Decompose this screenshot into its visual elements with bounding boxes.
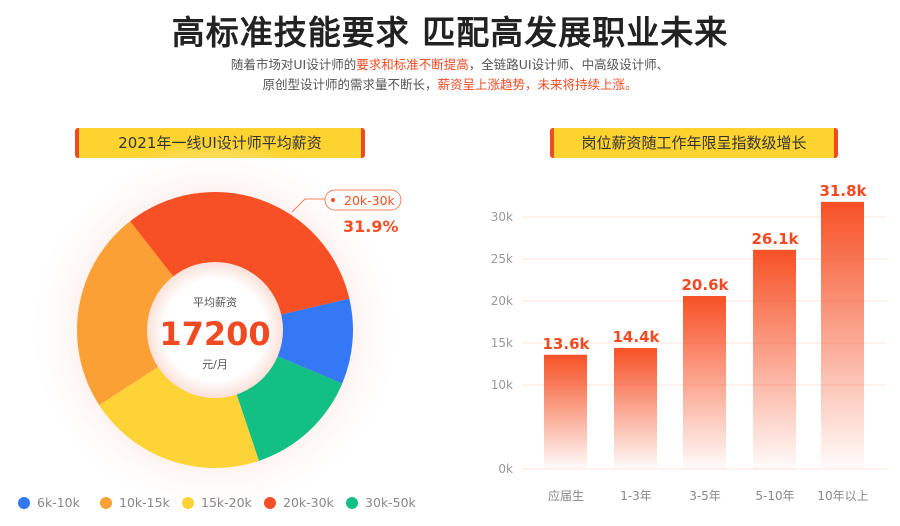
bar-应届生[interactable]: [544, 354, 587, 469]
pie-slice-10k-15k[interactable]: [77, 221, 216, 406]
legend-label: 10k-15k: [119, 495, 170, 510]
x-tick-label: 10年以上: [817, 489, 868, 503]
bar-value-label: 13.6k: [543, 335, 591, 353]
subtitle-line-1: 随着市场对UI设计师的要求和标准不断提高，全链路UI设计师、中高级设计师、: [0, 54, 900, 73]
y-tick-label: 0k: [498, 462, 513, 476]
subtitle-line-2: 原创型设计师的需求量不断长，薪资呈上涨趋势，未来将持续上涨。: [0, 74, 900, 93]
callout-label: 20k-30k: [344, 193, 396, 208]
legend-label: 15k-20k: [201, 495, 252, 510]
subtitle-text: 原创型设计师的需求量不断长，: [262, 77, 438, 92]
x-tick-label: 1-3年: [620, 489, 652, 503]
legend-item[interactable]: 10k-15k: [100, 495, 182, 510]
legend-label: 6k-10k: [37, 495, 80, 510]
legend-item[interactable]: 30k-50k: [346, 495, 428, 510]
center-label: 平均薪资: [193, 296, 237, 309]
center-unit: 元/月: [202, 358, 228, 371]
legend-dot: [182, 496, 194, 509]
pie-slice-20k-30k[interactable]: [130, 191, 350, 330]
bar-chart-title: 岗位薪资随工作年限呈指数级增长: [550, 128, 838, 158]
legend-dot: [100, 496, 112, 509]
bar-5-10年[interactable]: [753, 249, 796, 469]
bar-1-3年[interactable]: [614, 348, 657, 469]
subtitle-highlight: 薪资呈上涨趋势，未来将持续上涨。: [437, 77, 638, 92]
x-tick-label: 应届生: [548, 488, 584, 503]
subtitle-text: 随着市场对UI设计师的: [230, 57, 357, 72]
callout-line: [291, 198, 325, 213]
subtitle-highlight: 要求和标准不断提高: [356, 57, 469, 72]
legend-label: 20k-30k: [283, 495, 334, 510]
pie-slice-6k-10k[interactable]: [215, 298, 353, 384]
page-title: 高标准技能要求 匹配高发展职业未来: [171, 13, 729, 52]
legend-dot: [18, 496, 30, 509]
legend-dot: [264, 496, 276, 509]
bar-3-5年[interactable]: [683, 295, 726, 469]
bar-value-label: 26.1k: [752, 230, 800, 248]
y-tick-label: 25k: [491, 252, 513, 266]
legend-label: 30k-50k: [365, 495, 416, 510]
y-tick-label: 30k: [491, 210, 513, 224]
legend-item[interactable]: 6k-10k: [18, 495, 100, 510]
center-value: 17200: [159, 315, 270, 353]
x-tick-label: 3-5年: [689, 489, 721, 503]
bar-value-label: 14.4k: [613, 328, 661, 346]
callout-dot: [331, 198, 335, 202]
subtitle-text: ，全链路UI设计师、中高级设计师、: [468, 57, 670, 72]
bar-10年以上[interactable]: [821, 201, 864, 469]
legend-item[interactable]: 20k-30k: [264, 495, 346, 510]
bar-value-label: 31.8k: [820, 182, 868, 200]
legend-dot: [346, 496, 358, 509]
callout-value: 31.9%: [343, 217, 399, 236]
pie-legend: 6k-10k 10k-15k 15k-20k 20k-30k 30k-50k: [18, 495, 428, 510]
x-tick-label: 5-10年: [755, 489, 794, 503]
y-tick-label: 10k: [491, 378, 513, 392]
legend-item[interactable]: 15k-20k: [182, 495, 264, 510]
y-tick-label: 20k: [491, 294, 513, 308]
callout-box: [324, 189, 402, 211]
y-tick-label: 15k: [491, 336, 513, 350]
bar-value-label: 20.6k: [682, 276, 730, 294]
